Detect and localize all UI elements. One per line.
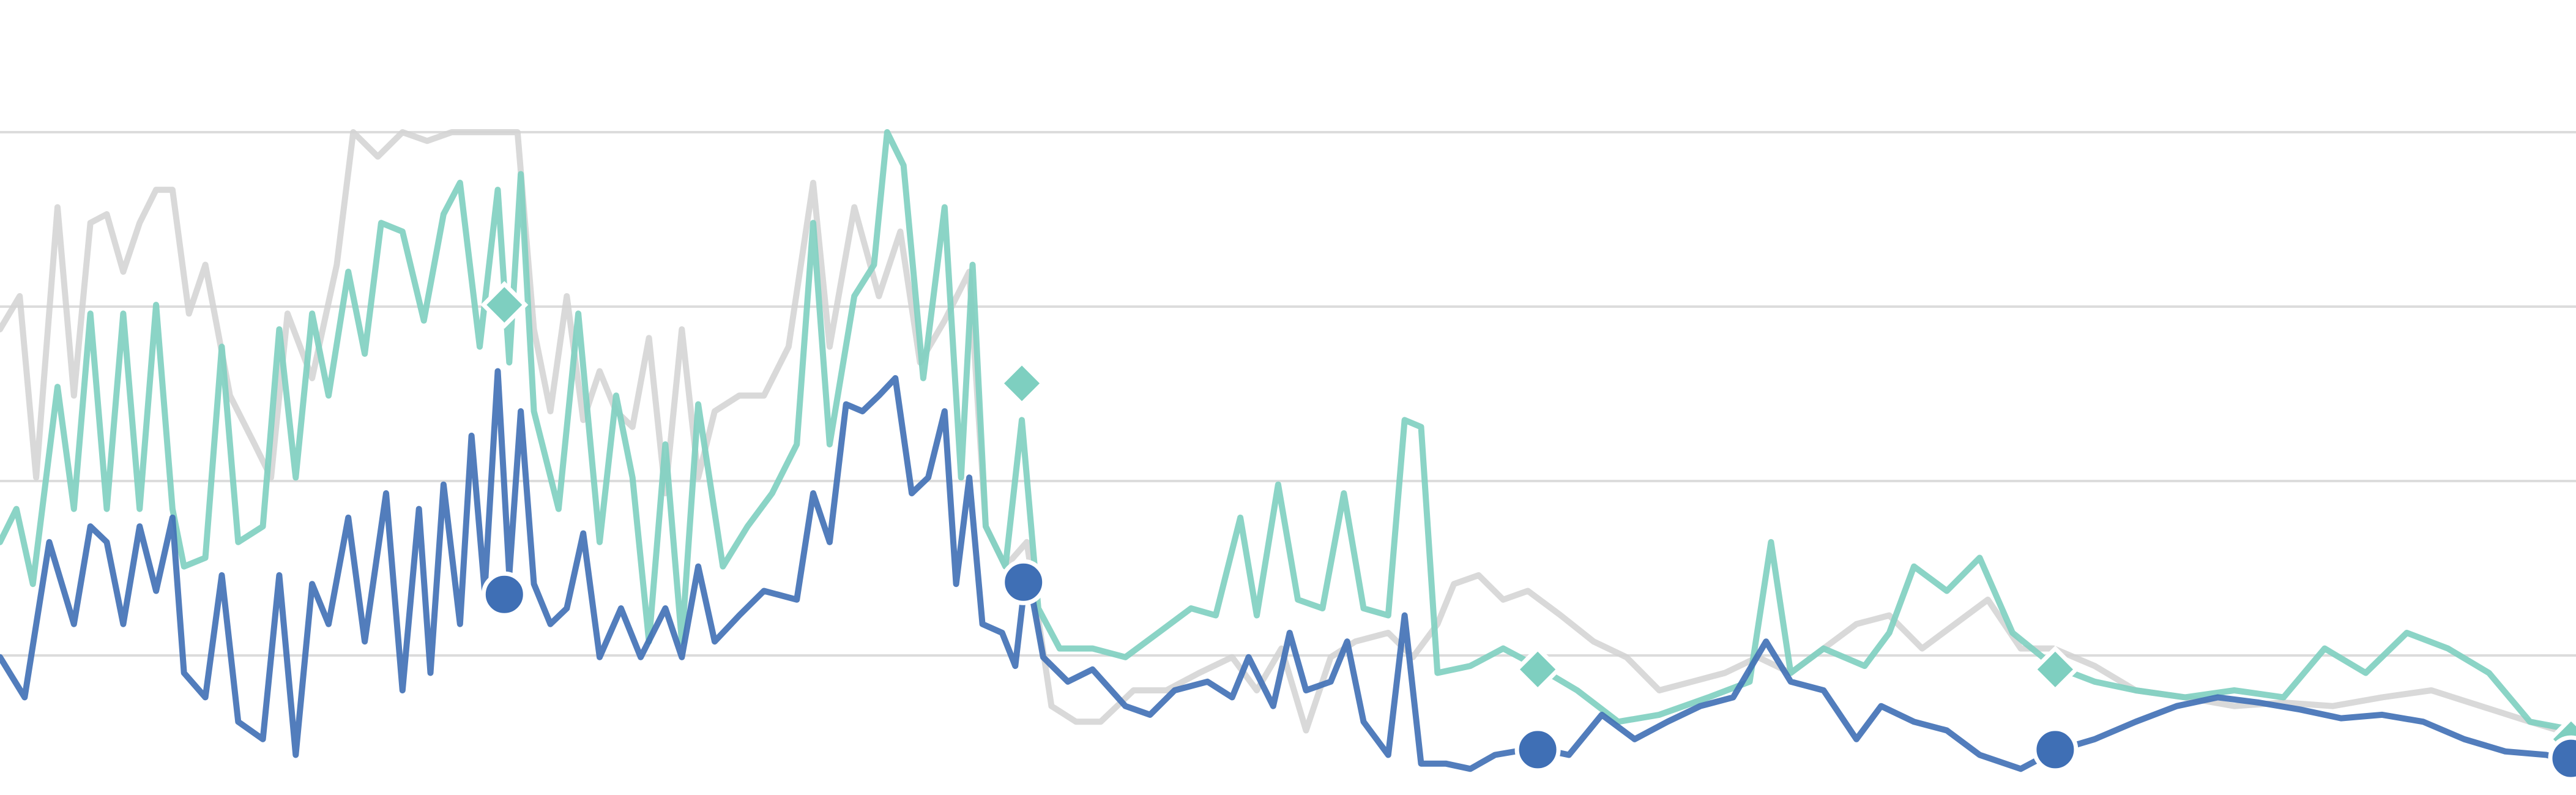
point-marker xyxy=(2032,726,2079,773)
point-marker xyxy=(480,281,529,329)
series-line xyxy=(0,368,2576,772)
point-marker xyxy=(998,359,1046,408)
point-marker xyxy=(2548,735,2576,782)
point-marker xyxy=(1514,645,1562,693)
series-line xyxy=(0,129,2576,734)
point-marker xyxy=(1000,559,1047,605)
point-marker xyxy=(481,571,527,618)
point-marker xyxy=(2031,645,2079,693)
point-marker xyxy=(1514,726,1561,773)
